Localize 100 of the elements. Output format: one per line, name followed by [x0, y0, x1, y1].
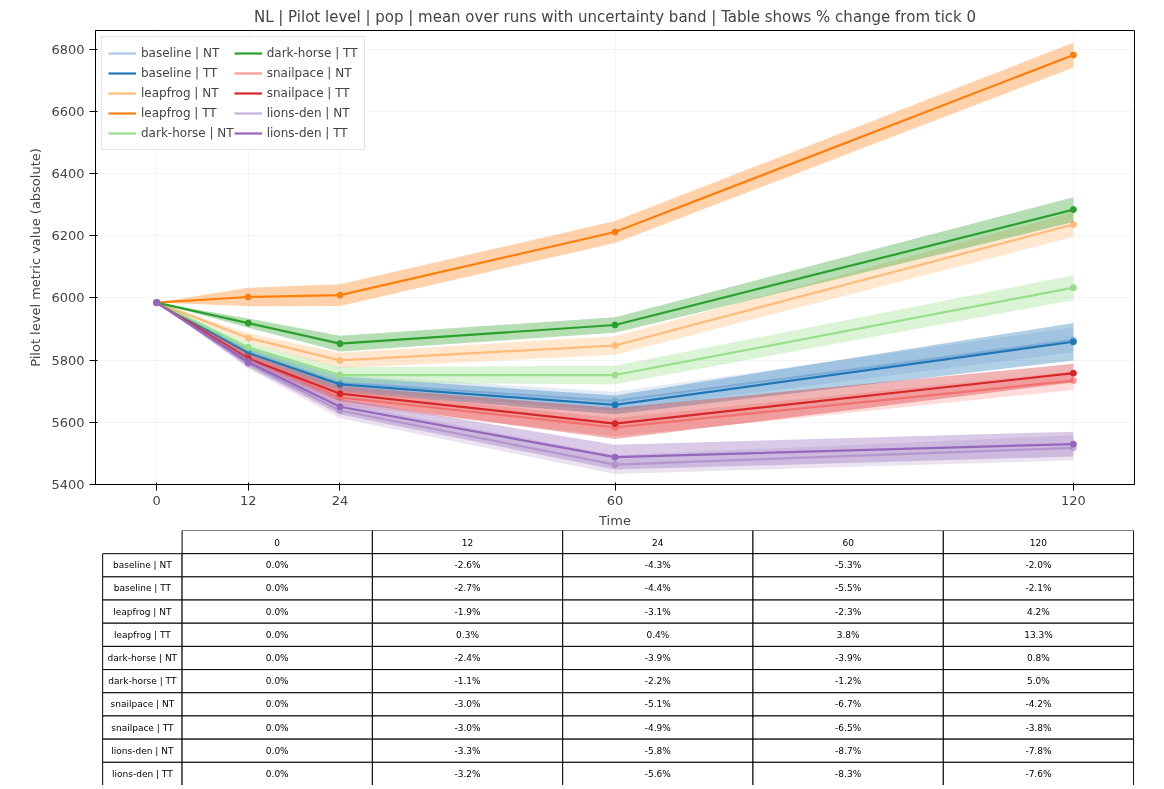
x-tick-label: 60	[606, 492, 624, 508]
y-tick-label: 6600	[51, 103, 85, 119]
point	[336, 356, 344, 364]
point	[1069, 51, 1077, 59]
data-label: -2.0%	[1025, 560, 1052, 571]
data-label: 5.0%	[1027, 676, 1051, 687]
data-label: -5.6%	[644, 768, 672, 779]
x-tick-label: 120	[1029, 537, 1048, 548]
data-label: -2.2%	[644, 676, 672, 687]
point	[611, 461, 619, 469]
data-label: 0.0%	[265, 653, 290, 663]
y-tick-label: snailpace | TT	[111, 722, 174, 733]
y-tick-label: dark-horse | TT	[108, 676, 177, 687]
data-label: -3.9%	[644, 653, 672, 663]
data-label: -5.5%	[835, 583, 862, 594]
data-label: 0.0%	[265, 583, 290, 594]
data-label: -5.8%	[644, 745, 672, 756]
data-label: -1.1%	[454, 676, 482, 687]
x-axis-title: Time	[598, 512, 631, 528]
data-label: 0.8%	[1027, 653, 1051, 663]
data-label: -4.3%	[644, 560, 672, 571]
x-tick-label: 24	[331, 492, 349, 508]
point	[244, 293, 252, 301]
data-label: 0.0%	[265, 560, 290, 571]
y-tick-label: snailpace | NT	[110, 699, 175, 710]
point	[244, 319, 252, 327]
y-tick-label: leapfrog | NT	[113, 606, 172, 617]
point	[244, 334, 252, 342]
x-tick-label: 24	[652, 537, 664, 548]
data-label: -5.3%	[835, 560, 862, 571]
legend-label: snailpace | NT	[266, 66, 352, 80]
point	[1069, 440, 1077, 448]
legend-label: leapfrog | TT	[141, 106, 217, 120]
point	[336, 371, 344, 379]
data-label: -3.1%	[644, 606, 672, 617]
point	[336, 340, 344, 348]
data-label: 0.0%	[265, 745, 290, 756]
point	[336, 291, 344, 299]
y-tick-label: baseline | TT	[113, 583, 172, 594]
data-label: -4.4%	[644, 583, 672, 594]
data-label: -8.3%	[835, 768, 862, 779]
legend-label: baseline | TT	[141, 66, 218, 80]
point	[1069, 221, 1077, 229]
x-tick-label: 60	[842, 537, 855, 548]
x-tick-label: 12	[240, 492, 257, 508]
point	[611, 401, 619, 409]
chart-title: NL | Pilot level | pop | mean over runs with uncertainty band | Table shows % change from tick 0	[253, 7, 977, 26]
legend-label: lions-den | TT	[266, 126, 348, 140]
y-tick-label: 5400	[51, 477, 85, 492]
legend-label: baseline | NT	[141, 46, 220, 60]
data-label: -3.0%	[454, 699, 482, 710]
data-label: -3.9%	[835, 653, 862, 663]
point	[611, 371, 619, 379]
point	[336, 403, 344, 411]
data-label: -8.7%	[835, 745, 862, 756]
data-label: 0.0%	[265, 699, 290, 710]
data-label: -7.8%	[1025, 745, 1052, 756]
data-label: -2.1%	[1025, 583, 1052, 594]
data-label: 3.8%	[836, 629, 861, 640]
data-label: -2.4%	[454, 653, 482, 663]
point	[1069, 206, 1077, 214]
y-tick-label: leapfrog | TT	[113, 629, 172, 640]
x-tick-label: 12	[461, 537, 474, 548]
data-label: 0.0%	[265, 676, 290, 687]
x-tick-label: 0	[274, 537, 281, 548]
data-label: -7.6%	[1025, 768, 1052, 779]
legend-label: snailpace | TT	[266, 86, 350, 100]
data-label: -1.2%	[835, 676, 862, 687]
x-tick-label: 0	[152, 492, 161, 508]
y-tick-label: 6200	[51, 228, 85, 244]
data-label: 0.4%	[646, 629, 670, 640]
data-label: 0.3%	[456, 629, 480, 640]
point	[611, 453, 619, 461]
y-tick-label: 5800	[51, 352, 85, 368]
point	[244, 343, 252, 351]
data-label: 13.3%	[1024, 629, 1054, 640]
data-label: 0.0%	[265, 768, 290, 779]
data-label: -3.3%	[454, 745, 482, 756]
legend-label: dark-horse | NT	[141, 126, 234, 140]
point	[1069, 369, 1077, 377]
legend-label: lions-den | NT	[266, 106, 350, 120]
y-tick-label: dark-horse | NT	[107, 653, 178, 663]
data-label: -6.7%	[835, 699, 862, 710]
point	[1069, 377, 1077, 385]
data-label: -3.8%	[1025, 722, 1052, 733]
data-label: -3.0%	[454, 722, 482, 733]
y-tick-label: lions-den | NT	[111, 745, 174, 756]
data-label: 0.0%	[265, 606, 290, 617]
data-label: -1.9%	[454, 606, 482, 617]
y-tick-label: 6400	[51, 166, 85, 182]
y-tick-label: 6000	[51, 290, 85, 306]
data-label: -2.3%	[835, 606, 862, 617]
data-label: -6.5%	[835, 722, 862, 733]
data-label: -5.1%	[644, 699, 672, 710]
data-label: -4.9%	[644, 722, 672, 733]
y-tick-label: 5600	[51, 414, 85, 430]
point	[611, 228, 619, 236]
y-tick-label: 6800	[51, 41, 85, 57]
data-label: 0.0%	[265, 722, 290, 733]
y-axis-title: Pilot level metric value (absolute)	[28, 148, 44, 367]
